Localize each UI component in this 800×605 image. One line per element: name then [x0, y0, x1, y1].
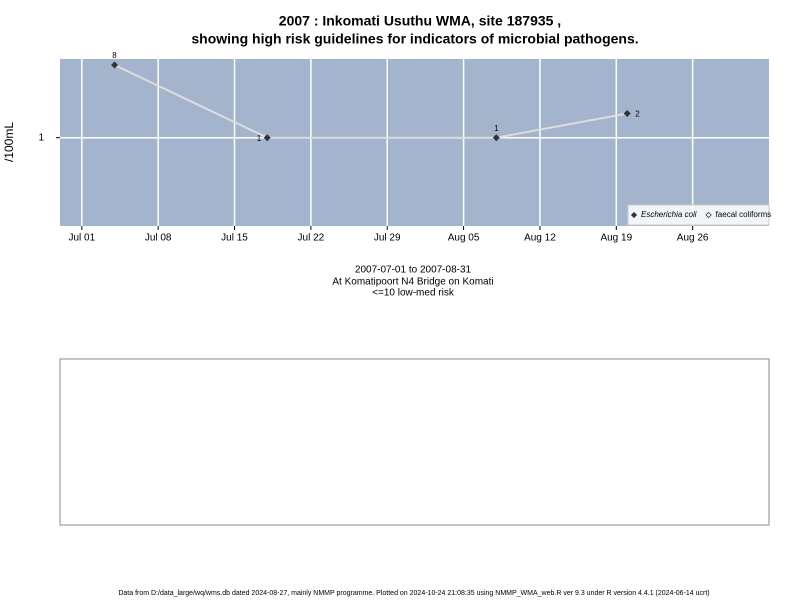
- data-point: [492, 134, 500, 142]
- legend-label: Escherichia coli: [641, 210, 697, 219]
- note: <=10 low-med risk: [372, 288, 455, 299]
- data-label: 1: [494, 124, 499, 133]
- x-tick-label: Jul 22: [298, 233, 325, 244]
- plot-area: [60, 59, 769, 226]
- legend-box: [627, 204, 770, 226]
- data-label: 2: [635, 110, 640, 119]
- footer: Data from D:/data_large/wq/wms.db dated …: [118, 590, 709, 597]
- data-label: 1: [257, 134, 262, 143]
- note: 2007-07-01 to 2007-08-31: [355, 265, 472, 276]
- data-point: [263, 134, 271, 142]
- x-tick-label: Aug 19: [600, 233, 632, 244]
- x-tick-label: Jul 15: [221, 233, 248, 244]
- note: At Komatipoort N4 Bridge on Komati: [332, 277, 493, 288]
- x-tick-label: Jul 08: [145, 233, 172, 244]
- data-point: [111, 61, 119, 69]
- empty-panel: [59, 358, 770, 526]
- legend-swatch: [705, 211, 712, 219]
- y-axis-label: /100mL: [2, 122, 16, 162]
- x-tick-label: Jul 01: [68, 233, 95, 244]
- x-tick-label: Jul 29: [374, 233, 401, 244]
- data-label: 8: [112, 51, 117, 60]
- legend-swatch: [630, 211, 638, 219]
- chart-subtitle: showing high risk guidelines for indicat…: [191, 31, 638, 47]
- x-tick-label: Aug 26: [677, 233, 709, 244]
- data-point: [623, 109, 631, 117]
- chart-title: 2007 : Inkomati Usuthu WMA, site 187935 …: [279, 13, 561, 29]
- series-line: [114, 64, 628, 139]
- x-tick-label: Aug 05: [448, 233, 480, 244]
- legend-label: faecal coliforms: [716, 210, 772, 219]
- y-tick-label: 1: [38, 132, 44, 143]
- x-tick-label: Aug 12: [524, 233, 556, 244]
